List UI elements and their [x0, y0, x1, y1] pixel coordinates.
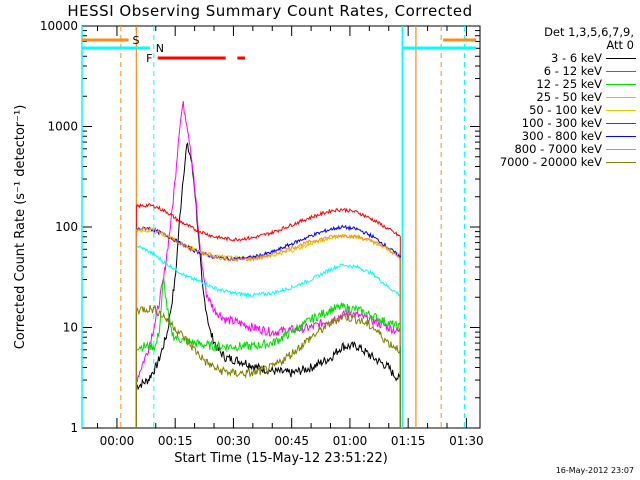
y-tick-label: 1000 — [47, 120, 78, 134]
series-line-5 — [135, 202, 401, 429]
y-axis-label: Corrected Count Rate (s⁻¹ detector⁻¹) — [13, 105, 28, 350]
legend-entry-label: 25 - 50 keV — [536, 90, 602, 104]
x-tick-label: 00:15 — [158, 434, 193, 448]
legend-swatch — [606, 110, 636, 111]
x-tick-label: 01:00 — [333, 434, 368, 448]
flare-label: F — [146, 52, 152, 65]
chart-title: HESSI Observing Summary Count Rates, Cor… — [67, 2, 473, 20]
x-tick-label: 01:15 — [391, 434, 426, 448]
x-tick-label: 00:00 — [100, 434, 135, 448]
legend-entry-label: 50 - 100 keV — [529, 103, 602, 117]
legend-swatch — [606, 136, 636, 137]
x-tick-label: 00:30 — [216, 434, 251, 448]
chart-legend: Det 1,3,5,6,7,9, Att 0 3 - 6 keV 6 - 12 k… — [478, 26, 636, 169]
legend-entry-label: 800 - 7000 keV — [514, 142, 602, 156]
y-tick-label: 10 — [63, 321, 78, 335]
footer-timestamp: 16-May-2012 23:07 — [555, 466, 634, 475]
legend-entry-label: 3 - 6 keV — [551, 51, 602, 65]
legend-header-line-1: Det 1,3,5,6,7,9, — [544, 25, 634, 39]
legend-entry-label: 300 - 800 keV — [521, 129, 602, 143]
legend-entry: 7000 - 20000 keV — [478, 156, 636, 169]
legend-entry: 6 - 12 keV — [478, 65, 636, 78]
legend-entry: 12 - 25 keV — [478, 78, 636, 91]
series-line-1 — [135, 101, 401, 429]
y-tick-label: 1 — [70, 421, 78, 435]
legend-entry: 25 - 50 keV — [478, 91, 636, 104]
legend-swatch — [606, 149, 636, 150]
series-line-3 — [135, 244, 401, 429]
x-axis-label: Start Time (15-May-12 23:51:22) — [174, 451, 388, 466]
legend-entry-label: 6 - 12 keV — [543, 64, 602, 78]
legend-swatch — [606, 162, 636, 163]
legend-entry: 300 - 800 keV — [478, 130, 636, 143]
legend-swatch — [606, 58, 636, 59]
legend-entry: 50 - 100 keV — [478, 104, 636, 117]
legend-swatch — [606, 71, 636, 72]
series-line-6 — [135, 224, 401, 429]
legend-entry: 100 - 300 keV — [478, 117, 636, 130]
series-line-2 — [135, 278, 401, 429]
legend-entry-label: 12 - 25 keV — [536, 77, 602, 91]
legend-entry: 3 - 6 keV — [478, 52, 636, 65]
legend-header-line-2: Att 0 — [606, 38, 634, 52]
series-line-8 — [135, 304, 401, 429]
x-tick-label: 00:45 — [274, 434, 309, 448]
series-line-7 — [135, 226, 401, 429]
legend-entry-label: 100 - 300 keV — [521, 116, 602, 130]
series-line-0 — [135, 142, 401, 429]
legend-swatch — [606, 97, 636, 98]
y-tick-label: 10000 — [40, 19, 78, 33]
legend-entry: 800 - 7000 keV — [478, 143, 636, 156]
legend-entry-label: 7000 - 20000 keV — [499, 155, 602, 169]
y-tick-label: 100 — [55, 220, 78, 234]
legend-swatch — [606, 84, 636, 85]
saa-label: S — [132, 34, 139, 47]
night-label: N — [156, 42, 164, 55]
x-tick-label: 01:30 — [449, 434, 484, 448]
legend-swatch — [606, 123, 636, 124]
